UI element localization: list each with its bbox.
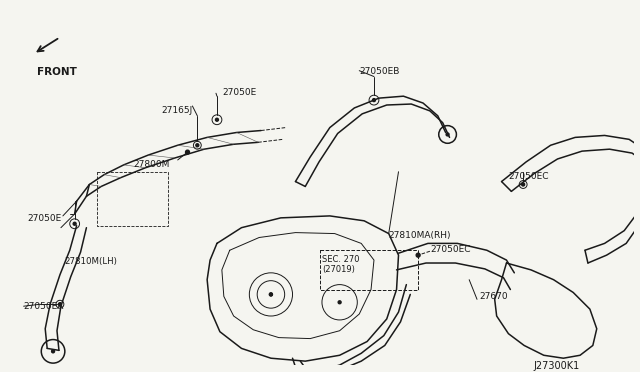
Circle shape	[73, 222, 76, 225]
Text: 27810MA(RH): 27810MA(RH)	[388, 231, 451, 240]
Circle shape	[446, 133, 449, 136]
Circle shape	[269, 293, 273, 296]
Text: 27800M: 27800M	[134, 160, 170, 169]
Circle shape	[196, 144, 199, 147]
Text: SEC. 270: SEC. 270	[322, 255, 360, 264]
Text: 27165J: 27165J	[161, 106, 192, 115]
Circle shape	[372, 99, 376, 102]
Circle shape	[52, 350, 54, 353]
Text: 27810M(LH): 27810M(LH)	[65, 257, 118, 266]
Text: 27670: 27670	[479, 292, 508, 301]
Circle shape	[216, 118, 218, 121]
Circle shape	[522, 183, 525, 186]
Text: FRONT: FRONT	[37, 67, 77, 77]
Text: (27019): (27019)	[322, 265, 355, 274]
Circle shape	[338, 301, 341, 304]
Circle shape	[269, 293, 273, 296]
Text: 27050EA: 27050EA	[24, 302, 64, 311]
Text: 27050EB: 27050EB	[359, 67, 399, 76]
Circle shape	[58, 303, 61, 306]
Text: 27050EC: 27050EC	[430, 246, 470, 254]
Text: 27050E: 27050E	[222, 88, 256, 97]
Text: 27050EC: 27050EC	[508, 172, 549, 181]
Circle shape	[416, 253, 420, 257]
Circle shape	[186, 150, 189, 154]
Text: 27050E: 27050E	[28, 214, 62, 223]
Text: J27300K1: J27300K1	[534, 361, 580, 371]
